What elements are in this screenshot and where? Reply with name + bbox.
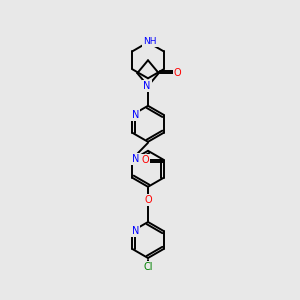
Text: O: O bbox=[141, 155, 149, 165]
Text: N: N bbox=[132, 154, 139, 164]
Text: O: O bbox=[173, 68, 181, 78]
Text: O: O bbox=[144, 195, 152, 205]
Text: N: N bbox=[143, 81, 151, 91]
Text: NH: NH bbox=[143, 37, 157, 46]
Text: N: N bbox=[132, 226, 139, 236]
Text: N: N bbox=[132, 110, 139, 120]
Text: Cl: Cl bbox=[143, 262, 153, 272]
